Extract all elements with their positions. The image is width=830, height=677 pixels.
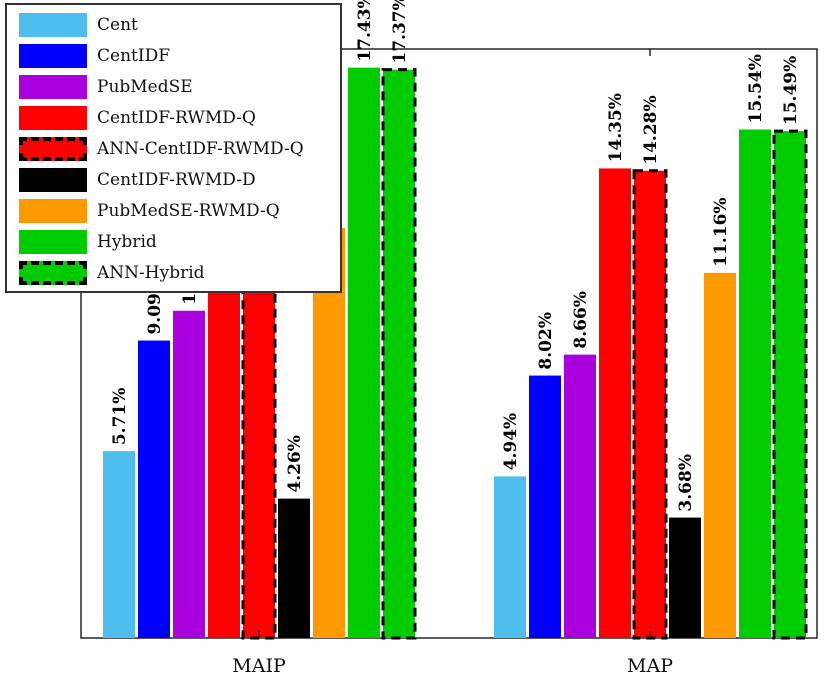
- legend-swatch: [19, 230, 87, 254]
- value-label-centidf-rwmd-d-map: 3.68%: [676, 454, 696, 512]
- legend-item-hybrid: Hybrid: [19, 230, 157, 254]
- value-label-hybrid-maip: 17.43%: [355, 0, 375, 62]
- legend-label: CentIDF-RWMD-Q: [97, 108, 256, 128]
- bar-centidf-rwmd-d-map: [669, 517, 701, 638]
- value-label-hybrid-map: 15.54%: [746, 54, 766, 123]
- legend-item-ann-centidf-rwmd-q: ANN-CentIDF-RWMD-Q: [19, 137, 304, 161]
- bar-centidf-rwmd-q-map: [599, 168, 631, 639]
- legend-swatch: [19, 44, 87, 68]
- legend-label: PubMedSE: [97, 77, 193, 97]
- legend-label: Cent: [97, 15, 138, 35]
- legend-item-cent: Cent: [19, 13, 138, 37]
- legend-label: ANN-Hybrid: [97, 263, 205, 283]
- legend-item-ann-hybrid: ANN-Hybrid: [19, 261, 205, 285]
- legend-item-pubmedse-rwmd-q: PubMedSE-RWMD-Q: [19, 199, 280, 223]
- legend-item-centidf: CentIDF: [19, 44, 170, 68]
- value-label-ann-hybrid-map: 15.49%: [781, 56, 801, 125]
- legend-item-centidf-rwmd-q: CentIDF-RWMD-Q: [19, 106, 256, 130]
- bar-ann-hybrid-map: [772, 129, 808, 640]
- bar-centidf-maip: [138, 340, 170, 638]
- bar-centidf-map: [529, 375, 561, 638]
- legend-item-centidf-rwmd-d: CentIDF-RWMD-D: [19, 168, 256, 192]
- value-label-pubmedse-map: 8.66%: [571, 291, 591, 349]
- bar-pubmedse-rwmd-q-map: [704, 272, 736, 638]
- legend-label: PubMedSE-RWMD-Q: [97, 201, 280, 221]
- legend-label: CentIDF: [97, 46, 170, 66]
- bar-cent-map: [494, 476, 526, 638]
- value-label-pubmedse-rwmd-q-map: 11.16%: [711, 197, 731, 266]
- value-label-ann-centidf-rwmd-q-map: 14.28%: [641, 95, 661, 164]
- value-label-cent-map: 4.94%: [501, 413, 521, 471]
- legend-swatch: [19, 168, 87, 192]
- bar-pubmedse-map: [564, 354, 596, 638]
- legend-item-pubmedse: PubMedSE: [19, 75, 193, 99]
- legend-swatch: [19, 199, 87, 223]
- legend-label: CentIDF-RWMD-D: [97, 170, 256, 190]
- value-label-centidf-rwmd-d-maip: 4.26%: [285, 435, 305, 493]
- legend-swatch: [19, 137, 87, 161]
- x-axis-ticks: MAIP MAP: [232, 49, 673, 677]
- value-label-ann-hybrid-maip: 17.37%: [390, 0, 410, 64]
- bar-centidf-rwmd-d-maip: [278, 498, 310, 638]
- x-tick-label-map: MAP: [627, 655, 673, 677]
- legend-swatch: [19, 106, 87, 130]
- legend-label: ANN-CentIDF-RWMD-Q: [97, 139, 304, 159]
- x-tick-label-maip: MAIP: [232, 655, 286, 677]
- bar-pubmedse-maip: [173, 310, 205, 638]
- bar-pubmedse-rwmd-q-maip: [313, 227, 345, 639]
- legend-swatch: [19, 75, 87, 99]
- value-label-centidf-map: 8.02%: [536, 312, 556, 370]
- value-label-centidf-rwmd-q-map: 14.35%: [606, 93, 626, 162]
- legend-swatch: [19, 13, 87, 37]
- legend: Cent CentIDF PubMedSE CentIDF-RWMD-Q ANN…: [5, 3, 342, 293]
- bar-hybrid-map: [739, 129, 771, 638]
- legend-label: Hybrid: [97, 232, 157, 252]
- bar-ann-hybrid-maip: [381, 68, 417, 640]
- bar-cent-maip: [103, 451, 135, 638]
- bar-ann-centidf-rwmd-q-map: [632, 169, 668, 640]
- value-label-cent-maip: 5.71%: [110, 388, 130, 446]
- bar-hybrid-maip: [348, 67, 380, 638]
- legend-swatch: [19, 261, 87, 285]
